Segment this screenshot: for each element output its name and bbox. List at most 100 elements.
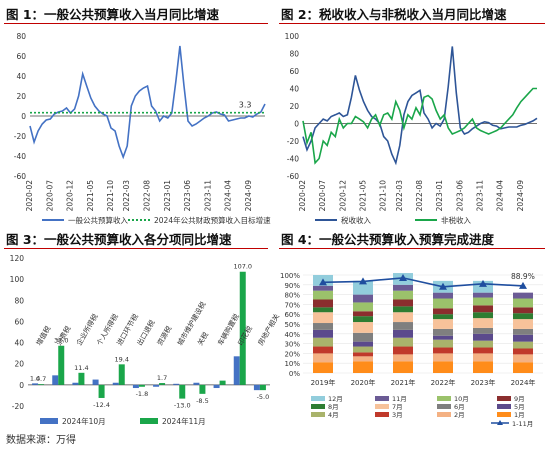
y-tick-label: 40	[14, 339, 24, 348]
y-tick-label: 80	[16, 32, 26, 41]
legend-label: 2024年公共财政预算收入目标增速	[154, 215, 271, 225]
x-tick-label: 2020-07	[45, 180, 54, 212]
stack-segment	[353, 332, 373, 342]
progress-marker	[399, 273, 407, 281]
y-tick-label: 60	[16, 52, 26, 61]
y-tick-label: 40	[289, 85, 299, 94]
stack-segment	[433, 339, 453, 348]
stack-segment	[313, 346, 333, 354]
x-tick-label: 2023-01	[435, 180, 444, 212]
stack-segment	[433, 361, 453, 373]
category-label: 2024年	[511, 378, 536, 387]
x-tick-label: 2021-05	[359, 180, 368, 212]
series-line-1	[302, 87, 537, 165]
x-tick-label: 2023-11	[203, 180, 212, 212]
x-tick-label: 2021-05	[86, 180, 95, 212]
data-label: 1.7	[157, 374, 167, 382]
stack-segment	[353, 322, 373, 333]
y-tick-label: 100	[285, 32, 300, 41]
x-tick-label: 2022-03	[395, 180, 404, 212]
y-tick-label: 100%	[280, 272, 300, 280]
data-label: -8.5	[196, 397, 209, 405]
stack-segment	[433, 328, 453, 336]
stack-segment	[513, 348, 533, 355]
stack-segment	[353, 280, 373, 295]
chart4-title: 图 4：一般公共预算收入预算完成进度	[281, 232, 495, 247]
stack-segment	[313, 353, 333, 363]
legend-label: 8月	[328, 403, 339, 411]
stack-segment	[393, 306, 413, 313]
stack-segment	[393, 361, 413, 373]
bar-oct	[153, 384, 160, 387]
y-tick-label: 20	[289, 102, 299, 111]
legend-label: 10月	[454, 395, 469, 403]
stack-segment	[513, 307, 533, 314]
bar-nov	[98, 384, 105, 398]
x-tick-label: 2024-09	[244, 180, 253, 212]
stack-segment	[353, 294, 373, 303]
stack-segment	[433, 308, 453, 315]
y-tick-label: 40%	[284, 331, 300, 339]
stack-segment	[433, 347, 453, 354]
chart3: -20 0 20 40 60 80 100 120 1.40.7 37.0 11.4 -12.4 19.…	[10, 254, 281, 426]
y-tick-label: 40	[16, 72, 26, 81]
y-tick-label: -20	[14, 132, 26, 141]
y-tick-label: 0	[294, 120, 299, 129]
x-tick-label: 2021-10	[106, 180, 115, 212]
bar-oct	[193, 382, 200, 385]
legend-label: 4月	[328, 411, 339, 419]
legend-line-marker	[497, 420, 503, 425]
y-tick-label: -60	[14, 172, 26, 181]
stack-segment	[353, 356, 373, 362]
category-label: 2019年	[311, 378, 336, 387]
legend-swatch	[497, 396, 511, 401]
y-tick-label: 20	[14, 360, 24, 369]
y-tick-label: 0%	[289, 370, 300, 378]
category-label: 增值税	[34, 324, 52, 347]
stack-segment	[513, 319, 533, 329]
stack-segment	[473, 297, 493, 306]
stack-segment	[313, 290, 333, 300]
legend-label: 非税收入	[441, 215, 471, 225]
y-tick-label: -40	[287, 155, 299, 164]
data-label: 0.7	[36, 375, 46, 383]
stack-segment	[473, 318, 493, 328]
stack-segment	[393, 322, 413, 330]
progress-marker	[319, 278, 327, 286]
bar-nov	[199, 384, 206, 394]
stack-segment	[393, 346, 413, 355]
bar-nov	[78, 372, 85, 385]
data-label: 1.4	[30, 374, 40, 382]
chart2: -60 -40 -20 0 20 40 60 80 100 2020-02 2020-07 2020-…	[285, 32, 538, 225]
chart1-title-underline	[4, 23, 268, 24]
legend-label: 1月	[514, 411, 525, 419]
category-label: 出口退税	[135, 318, 157, 347]
y-tick-label: 60%	[284, 311, 300, 319]
stack-segment	[313, 329, 333, 338]
data-label: -12.4	[93, 401, 110, 409]
bar-nov	[118, 364, 125, 385]
progress-marker	[439, 282, 447, 290]
progress-label: 88.9%	[511, 272, 535, 281]
bar-nov	[159, 383, 166, 385]
stack-segment	[513, 334, 533, 342]
x-tick-label: 2023-06	[183, 180, 192, 212]
stack-segment	[473, 305, 493, 313]
y-tick-label: -20	[287, 137, 299, 146]
data-label: 107.0	[233, 263, 252, 271]
stack-segment	[393, 329, 413, 338]
legend-label: 9月	[514, 395, 525, 403]
legend-swatch-0	[40, 418, 58, 424]
chart4-title-underline	[279, 248, 545, 249]
stack-segment	[393, 337, 413, 347]
stack-segment	[433, 335, 453, 340]
stack-segment	[433, 298, 453, 309]
stack-segment	[353, 346, 373, 353]
stack-segment	[513, 298, 533, 308]
stack-segment	[313, 307, 333, 313]
stack-segment	[353, 352, 373, 357]
stack-segment	[433, 353, 453, 362]
stack-segment	[473, 347, 493, 354]
stack-segment	[353, 341, 373, 347]
bar-nov	[38, 384, 45, 385]
